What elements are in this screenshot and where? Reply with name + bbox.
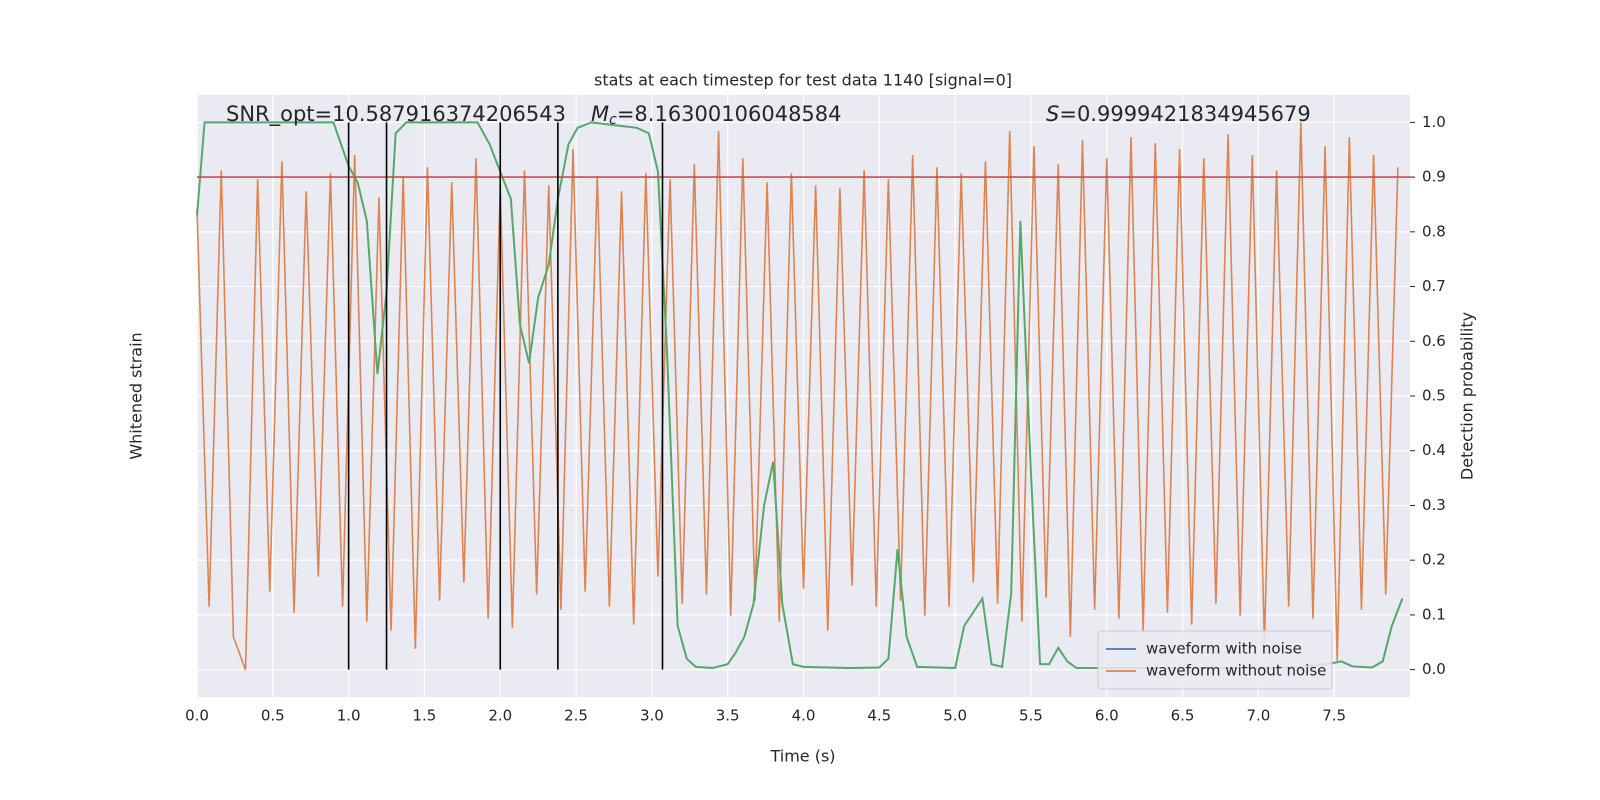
chart-title: stats at each timestep for test data 114…: [594, 71, 1012, 90]
x-tick-label: 6.5: [1171, 707, 1195, 725]
x-tick-label: 1.5: [413, 707, 437, 725]
y2-tick-label: 1.0: [1422, 113, 1446, 131]
y2-tick-label: 0.9: [1422, 168, 1446, 186]
series-line: [196, 121, 1404, 670]
legend: waveform with noise waveform without nois…: [1097, 630, 1333, 690]
y2-tick-label: 0.2: [1422, 551, 1446, 569]
y-axis-label: Whitened strain: [127, 332, 146, 459]
x-tick-label: 7.0: [1246, 707, 1270, 725]
x-tick-label: 2.5: [564, 707, 588, 725]
y2-tick-label: 0.5: [1422, 387, 1446, 405]
mc-symbol: M: [591, 102, 609, 126]
y2-axis-label: Detection probability: [1458, 312, 1477, 480]
x-tick-label: 7.5: [1322, 707, 1346, 725]
x-tick-label: 5.0: [943, 707, 967, 725]
annotation-mc: Mc=8.16300106048584: [591, 102, 842, 128]
y2-tick-label: 0.7: [1422, 277, 1446, 295]
y2-tick-label: 0.4: [1422, 441, 1446, 459]
legend-label: waveform without noise: [1146, 662, 1326, 680]
mc-value: =8.16300106048584: [617, 102, 842, 126]
y2-tick-label: 0.3: [1422, 496, 1446, 514]
annotation-snr: SNR_opt=10.587916374206543: [226, 102, 566, 127]
series-line: [196, 122, 1399, 671]
s-value: =0.9999421834945679: [1059, 102, 1310, 126]
y2-tick-label: 0.8: [1422, 222, 1446, 240]
x-tick-label: 2.0: [488, 707, 512, 725]
y2-tick-label: 0.0: [1422, 660, 1446, 678]
x-tick-label: 0.5: [261, 707, 285, 725]
annotation-s: S=0.9999421834945679: [1046, 102, 1311, 126]
legend-box: [1097, 630, 1333, 690]
x-tick-label: 3.0: [640, 707, 664, 725]
s-symbol: S: [1046, 102, 1059, 126]
x-axis-label: Time (s): [769, 747, 835, 766]
x-tick-label: 1.0: [337, 707, 361, 725]
marks: [196, 121, 1410, 671]
legend-label: waveform with noise: [1146, 640, 1302, 658]
x-tick-label: 6.0: [1095, 707, 1119, 725]
x-tick-label: 4.5: [867, 707, 891, 725]
y2-tick-label: 0.1: [1422, 605, 1446, 623]
x-tick-label: 5.5: [1019, 707, 1043, 725]
x-tick-label: 3.5: [716, 707, 740, 725]
x-tick-label: 4.0: [792, 707, 816, 725]
x-tick-label: 0.0: [185, 707, 209, 725]
y2-tick-label: 0.6: [1422, 332, 1446, 350]
mc-subscript: c: [609, 112, 617, 128]
